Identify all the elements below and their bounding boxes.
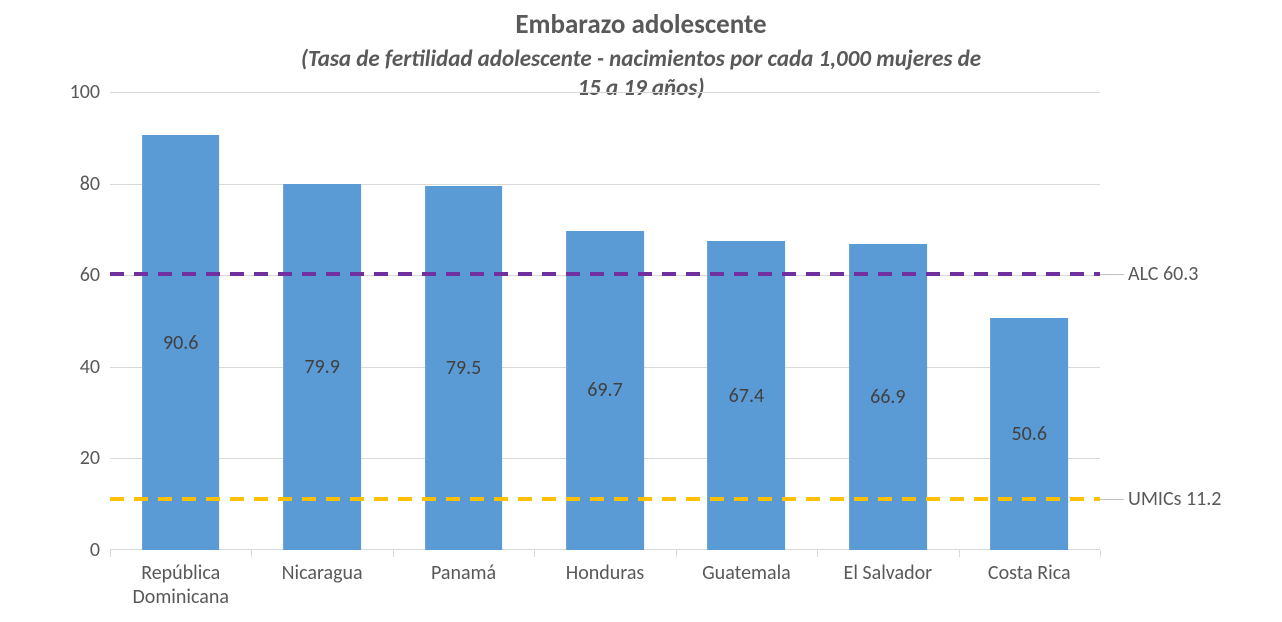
gridline bbox=[110, 92, 1100, 93]
bar-value-label: 79.5 bbox=[393, 356, 534, 380]
y-axis-tick-label: 80 bbox=[80, 172, 100, 196]
x-axis-tick bbox=[817, 550, 818, 557]
reference-leader-umics bbox=[1100, 499, 1124, 500]
y-axis-tick-label: 20 bbox=[80, 446, 100, 470]
y-axis-tick-label: 60 bbox=[80, 263, 100, 287]
bar-value-label: 67.4 bbox=[676, 384, 817, 408]
bar-value-label: 66.9 bbox=[817, 385, 958, 409]
plot-area: 02040608010090.6RepúblicaDominicana79.9N… bbox=[110, 92, 1100, 550]
x-label-line-1: República bbox=[110, 561, 251, 585]
x-axis-tick bbox=[251, 550, 252, 557]
x-axis-category-label: RepúblicaDominicana bbox=[110, 550, 251, 609]
chart-container: Embarazo adolescente (Tasa de fertilidad… bbox=[0, 0, 1282, 622]
x-axis-category-label: Costa Rica bbox=[959, 550, 1100, 585]
reference-leader-alc bbox=[1100, 274, 1124, 275]
x-axis-category-label: Nicaragua bbox=[251, 550, 392, 585]
chart-titles: Embarazo adolescente (Tasa de fertilidad… bbox=[0, 8, 1282, 103]
bar-value-label: 90.6 bbox=[110, 331, 251, 355]
x-axis-category-label: Guatemala bbox=[676, 550, 817, 585]
gridline bbox=[110, 184, 1100, 185]
bar-value-label: 69.7 bbox=[534, 378, 675, 402]
x-label-line-1: El Salvador bbox=[817, 561, 958, 585]
x-label-line-1: Guatemala bbox=[676, 561, 817, 585]
x-axis-tick bbox=[676, 550, 677, 557]
x-axis-category-label: Panamá bbox=[393, 550, 534, 585]
y-axis-tick-label: 40 bbox=[80, 355, 100, 379]
chart-title: Embarazo adolescente bbox=[0, 8, 1282, 41]
bar-value-label: 79.9 bbox=[251, 355, 392, 379]
x-axis-tick bbox=[959, 550, 960, 557]
x-label-line-2: Dominicana bbox=[110, 585, 251, 609]
y-axis-tick-label: 0 bbox=[90, 538, 100, 562]
subtitle-line-1: (Tasa de fertilidad adolescente - nacimi… bbox=[301, 45, 981, 73]
x-axis-tick bbox=[534, 550, 535, 557]
y-axis-tick-label: 100 bbox=[70, 80, 100, 104]
x-axis-category-label: Honduras bbox=[534, 550, 675, 585]
reference-label-alc: ALC 60.3 bbox=[1128, 262, 1198, 286]
x-label-line-1: Panamá bbox=[393, 561, 534, 585]
x-label-line-1: Costa Rica bbox=[959, 561, 1100, 585]
x-label-line-1: Honduras bbox=[534, 561, 675, 585]
bar-value-label: 50.6 bbox=[959, 422, 1100, 446]
reference-label-umics: UMICs 11.2 bbox=[1128, 487, 1221, 511]
x-axis-category-label: El Salvador bbox=[817, 550, 958, 585]
x-label-line-1: Nicaragua bbox=[251, 561, 392, 585]
x-axis-tick bbox=[393, 550, 394, 557]
x-axis-tick bbox=[110, 550, 111, 557]
x-axis-tick bbox=[1100, 550, 1101, 557]
